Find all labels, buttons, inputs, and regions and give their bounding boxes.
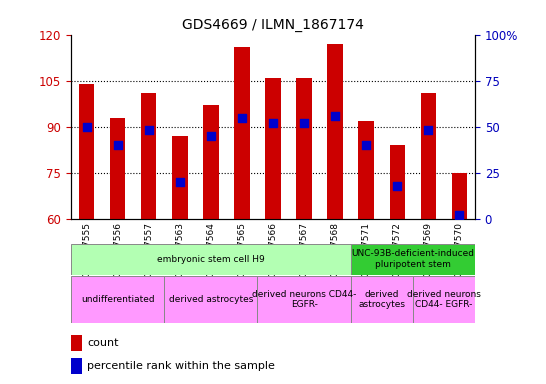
Bar [141,93,157,219]
Bar [79,84,94,219]
Point [175,179,184,185]
Text: derived neurons
CD44- EGFR-: derived neurons CD44- EGFR- [407,290,481,309]
Point [424,127,433,134]
Point [82,124,91,130]
Text: derived astrocytes: derived astrocytes [169,295,253,304]
Bar [328,44,343,219]
Point [206,133,215,139]
Text: undifferentiated: undifferentiated [81,295,155,304]
Bar [258,276,351,323]
Point [238,114,246,121]
Point [144,127,153,134]
Bar [172,136,187,219]
Bar [71,244,351,275]
Bar [71,335,82,351]
Point [393,183,402,189]
Bar [359,121,374,219]
Bar [164,276,258,323]
Title: GDS4669 / ILMN_1867174: GDS4669 / ILMN_1867174 [182,18,364,32]
Point [269,120,277,126]
Text: derived neurons CD44-
EGFR-: derived neurons CD44- EGFR- [252,290,357,309]
Bar [351,276,413,323]
Point [455,212,464,218]
Bar [420,93,436,219]
Point [113,142,122,148]
Text: derived
astrocytes: derived astrocytes [358,290,405,309]
Bar [71,358,82,374]
Text: embryonic stem cell H9: embryonic stem cell H9 [157,255,265,264]
Bar [234,47,250,219]
Bar [265,78,281,219]
Point [300,120,308,126]
Text: count: count [87,338,119,348]
Bar [203,105,218,219]
Bar [452,173,467,219]
Bar [296,78,312,219]
Point [362,142,371,148]
Bar [413,276,475,323]
Bar [389,145,405,219]
Bar [71,276,164,323]
Point [331,113,340,119]
Text: percentile rank within the sample: percentile rank within the sample [87,361,275,371]
Bar [110,118,126,219]
Bar [351,244,475,275]
Text: UNC-93B-deficient-induced
pluripotent stem: UNC-93B-deficient-induced pluripotent st… [352,250,474,269]
